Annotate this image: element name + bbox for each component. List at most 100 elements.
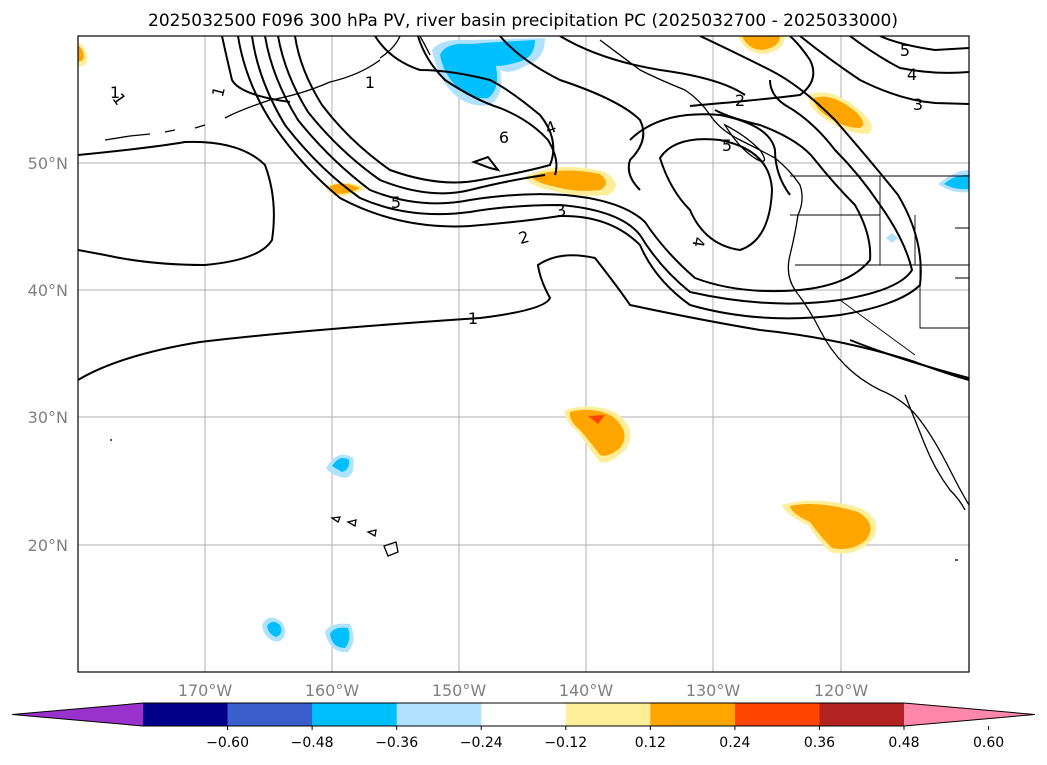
lon-label: 140°W <box>559 681 614 700</box>
colorbar-tick-label: −0.24 <box>460 735 503 751</box>
contour-3 <box>251 36 914 305</box>
map-panel: 1 1 1 5 6 4 2 5 2 3 3 4 5 4 1 1 <box>78 36 969 672</box>
colorbar-extend-high <box>904 703 1035 726</box>
coastlines <box>104 36 969 561</box>
idaho-border <box>914 215 969 279</box>
colorbar-tick-label: 0.60 <box>973 735 1004 751</box>
contour-6 <box>294 36 555 184</box>
shade-gulf-alaska-neg-core <box>440 40 535 99</box>
colorbar-segment <box>565 703 651 726</box>
pv-contours <box>78 36 969 381</box>
colorbar-segment <box>143 703 229 726</box>
bc-coast <box>599 39 803 216</box>
longitude-labels: 170°W 160°W 150°W 140°W 130°W 120°W <box>178 681 869 700</box>
ca-nv-diagonal <box>839 299 916 356</box>
contour-1-nw <box>221 36 291 103</box>
shade-nw-corner-pos-core <box>78 45 84 62</box>
colorbar-extend-low <box>12 703 143 726</box>
lon-label: 160°W <box>305 681 360 700</box>
contour-low-tail <box>417 36 558 176</box>
contour-4-ne2 <box>849 36 969 74</box>
contour-4-outer <box>264 36 872 293</box>
colorbar-segment <box>650 703 736 726</box>
contour-2-ne3 <box>559 36 746 96</box>
contour-labels: 1 1 1 5 6 4 2 5 2 3 3 4 5 4 1 1 <box>109 41 924 328</box>
hawaii-maui <box>366 529 377 538</box>
colorbar-tick-label: 0.24 <box>719 735 750 751</box>
shade-central-pos-max <box>588 415 605 424</box>
lat-label: 30°N <box>28 408 68 427</box>
gridlines <box>78 36 969 672</box>
contour-small-loop <box>471 155 501 172</box>
shade-mid-pos-core <box>532 170 606 191</box>
vancouver-island <box>723 123 766 162</box>
contour-5-loop <box>658 138 774 252</box>
shade-south-pos-core <box>790 504 871 549</box>
colorbar-tick-label: −0.60 <box>206 735 249 751</box>
contour-5-outer <box>277 36 546 195</box>
colorbar-tick-label: −0.36 <box>375 735 418 751</box>
nevada-border <box>879 176 969 329</box>
contour-label: 3 <box>554 200 567 220</box>
lat-label: 40°N <box>28 281 68 300</box>
lon-label: 120°W <box>814 681 869 700</box>
hawaii-oahu <box>346 519 357 528</box>
lon-label: 170°W <box>178 681 233 700</box>
contour-label: 5 <box>722 136 732 155</box>
state-borders <box>790 175 969 356</box>
shade-sw2-neg-core <box>330 627 350 648</box>
map-title: 2025032500 F096 300 hPa PV, river basin … <box>148 11 898 31</box>
lon-label: 130°W <box>686 681 741 700</box>
contour-south-coast <box>849 339 969 379</box>
contour-3-ne <box>799 36 969 105</box>
colorbar-segment <box>481 703 567 726</box>
colorbar-segment <box>819 703 905 726</box>
contour-label: 4 <box>688 235 708 248</box>
contour-label: 3 <box>913 95 923 114</box>
contour-2-ne <box>689 36 815 107</box>
colorbar-segment <box>396 703 482 726</box>
shade-sw1-neg-core <box>267 621 282 637</box>
lat-label: 20°N <box>28 536 68 555</box>
contour-label: 6 <box>499 128 509 147</box>
contour-label: 2 <box>735 91 745 110</box>
shade-central-pos-core <box>569 409 625 456</box>
shade-hawaii-neg-core <box>332 458 350 472</box>
colorbar-segment <box>734 703 820 726</box>
alaska-coast <box>379 36 431 59</box>
colorbar-tick-label: 0.12 <box>635 735 666 751</box>
hawaii-kauai <box>330 516 342 523</box>
lat-label: 50°N <box>28 154 68 173</box>
contour-label: 1 <box>365 73 375 92</box>
colorbar-tick-label: −0.12 <box>544 735 587 751</box>
colorbar-tick-label: 0.48 <box>888 735 919 751</box>
contour-1-south <box>78 254 969 381</box>
map-frame <box>77 35 970 673</box>
shade-n-coast-pos-core <box>742 36 780 50</box>
latitude-labels: 50°N 40°N 30°N 20°N <box>28 154 68 555</box>
contour-5-ne2 <box>879 36 969 52</box>
contour-4-ne <box>499 36 645 191</box>
contour-label: 1 <box>110 83 120 102</box>
colorbar: −0.60 −0.48 −0.36 −0.24 −0.12 0.12 0.24 0.36 0.4… <box>11 702 1036 751</box>
contour-label: 1 <box>208 84 229 99</box>
baja <box>904 394 966 511</box>
alaska-peninsula <box>104 59 381 141</box>
shade-e-edge-neg-core <box>944 174 969 190</box>
hawaii-big <box>383 541 399 557</box>
contour-1-west <box>78 140 275 267</box>
shade-tiny-neg <box>886 233 898 243</box>
contour-label: 4 <box>907 65 917 84</box>
shade-bc-pos-core <box>814 96 864 128</box>
contour-label: 5 <box>391 193 401 212</box>
colorbar-segment <box>227 703 313 726</box>
contour-label: 5 <box>900 41 910 60</box>
colorbar-segment <box>312 703 398 726</box>
colorbar-tick-label: −0.48 <box>291 735 334 751</box>
colorbar-outline <box>11 702 1036 727</box>
contour-5-inner <box>629 113 791 196</box>
contour-label: 1 <box>468 309 478 328</box>
lon-label: 150°W <box>432 681 487 700</box>
contour-label: 2 <box>516 227 531 248</box>
